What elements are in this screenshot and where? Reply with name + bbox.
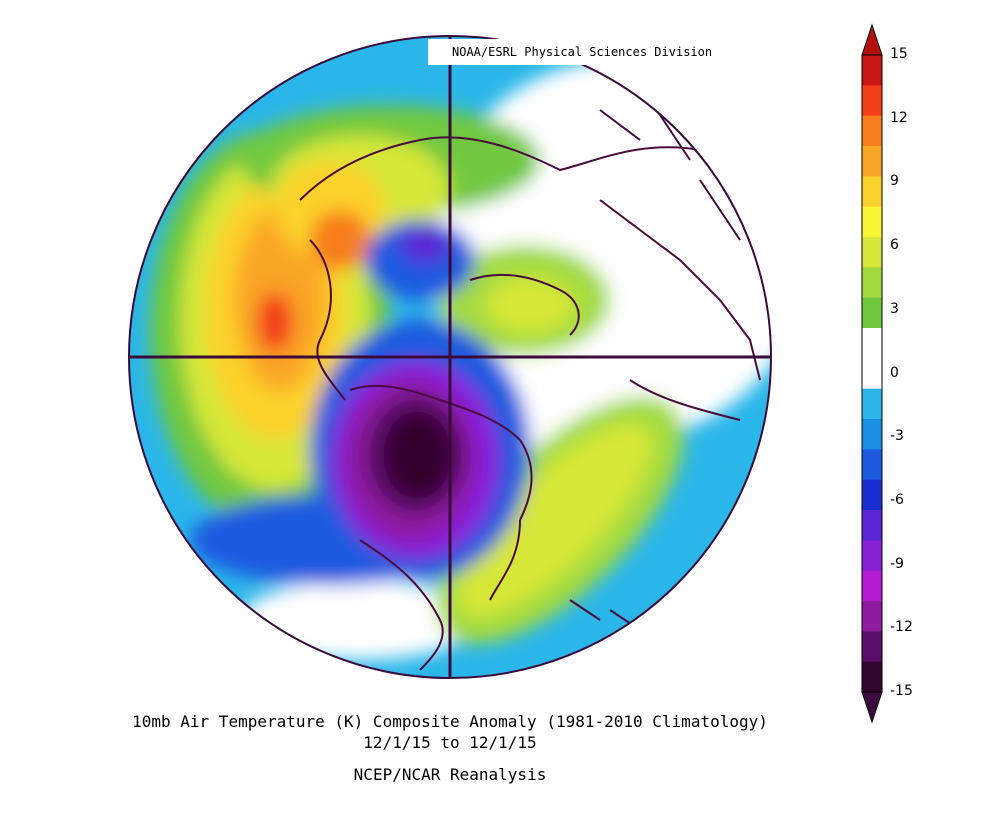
colorbar-swatch bbox=[862, 328, 882, 359]
colorbar-swatch bbox=[862, 540, 882, 572]
colorbar-swatch bbox=[862, 146, 882, 177]
credit-label: NOAA/ESRL Physical Sciences Division bbox=[428, 39, 776, 65]
data-source: NCEP/NCAR Reanalysis bbox=[353, 765, 547, 784]
colorbar-swatch bbox=[862, 358, 882, 390]
colorbar-outline bbox=[861, 54, 883, 693]
colorbar-swatch bbox=[862, 479, 882, 511]
colorbar-swatch bbox=[862, 570, 882, 602]
date-range: 12/1/15 to 12/1/15 bbox=[363, 733, 537, 752]
colorbar-swatch bbox=[862, 55, 882, 86]
colorbar-top-arrow bbox=[861, 23, 883, 56]
colorbar-swatch bbox=[862, 267, 882, 299]
colorbar-swatch bbox=[862, 601, 882, 632]
anomaly-field bbox=[129, 36, 771, 678]
colorbar-swatch bbox=[862, 631, 882, 663]
map-title: 10mb Air Temperature (K) Composite Anoma… bbox=[132, 712, 768, 731]
colorbar-swatch bbox=[862, 661, 882, 693]
colorbar bbox=[861, 23, 883, 724]
colorbar-tick-label: 9 bbox=[890, 173, 899, 190]
colorbar-tick-label: 3 bbox=[890, 300, 899, 317]
colorbar-bottom-arrow bbox=[861, 691, 883, 724]
colorbar-swatch bbox=[862, 388, 882, 420]
colorbar-swatch bbox=[862, 206, 882, 238]
colorbar-swatch bbox=[862, 176, 882, 208]
colorbar-tick-label: -15 bbox=[890, 683, 913, 699]
colorbar-swatch bbox=[862, 419, 882, 450]
colorbar-swatch bbox=[862, 449, 882, 481]
colorbar-swatch bbox=[862, 510, 882, 541]
colorbar-tick-label: 0 bbox=[890, 364, 899, 381]
colorbar-swatch bbox=[862, 115, 882, 147]
colorbar-tick-label: 15 bbox=[890, 46, 908, 62]
colorbar-tick-label: -6 bbox=[890, 491, 904, 508]
colorbar-tick-label: -12 bbox=[890, 619, 913, 636]
colorbar-tick-label: 6 bbox=[890, 237, 899, 254]
colorbar-tick-label: 12 bbox=[890, 109, 908, 126]
colorbar-swatch bbox=[862, 297, 882, 329]
colorbar-tick-label: -9 bbox=[890, 555, 904, 572]
colorbar-swatch bbox=[862, 85, 882, 117]
colorbar-tick-label: -3 bbox=[890, 428, 904, 445]
colorbar-swatch bbox=[862, 237, 882, 268]
